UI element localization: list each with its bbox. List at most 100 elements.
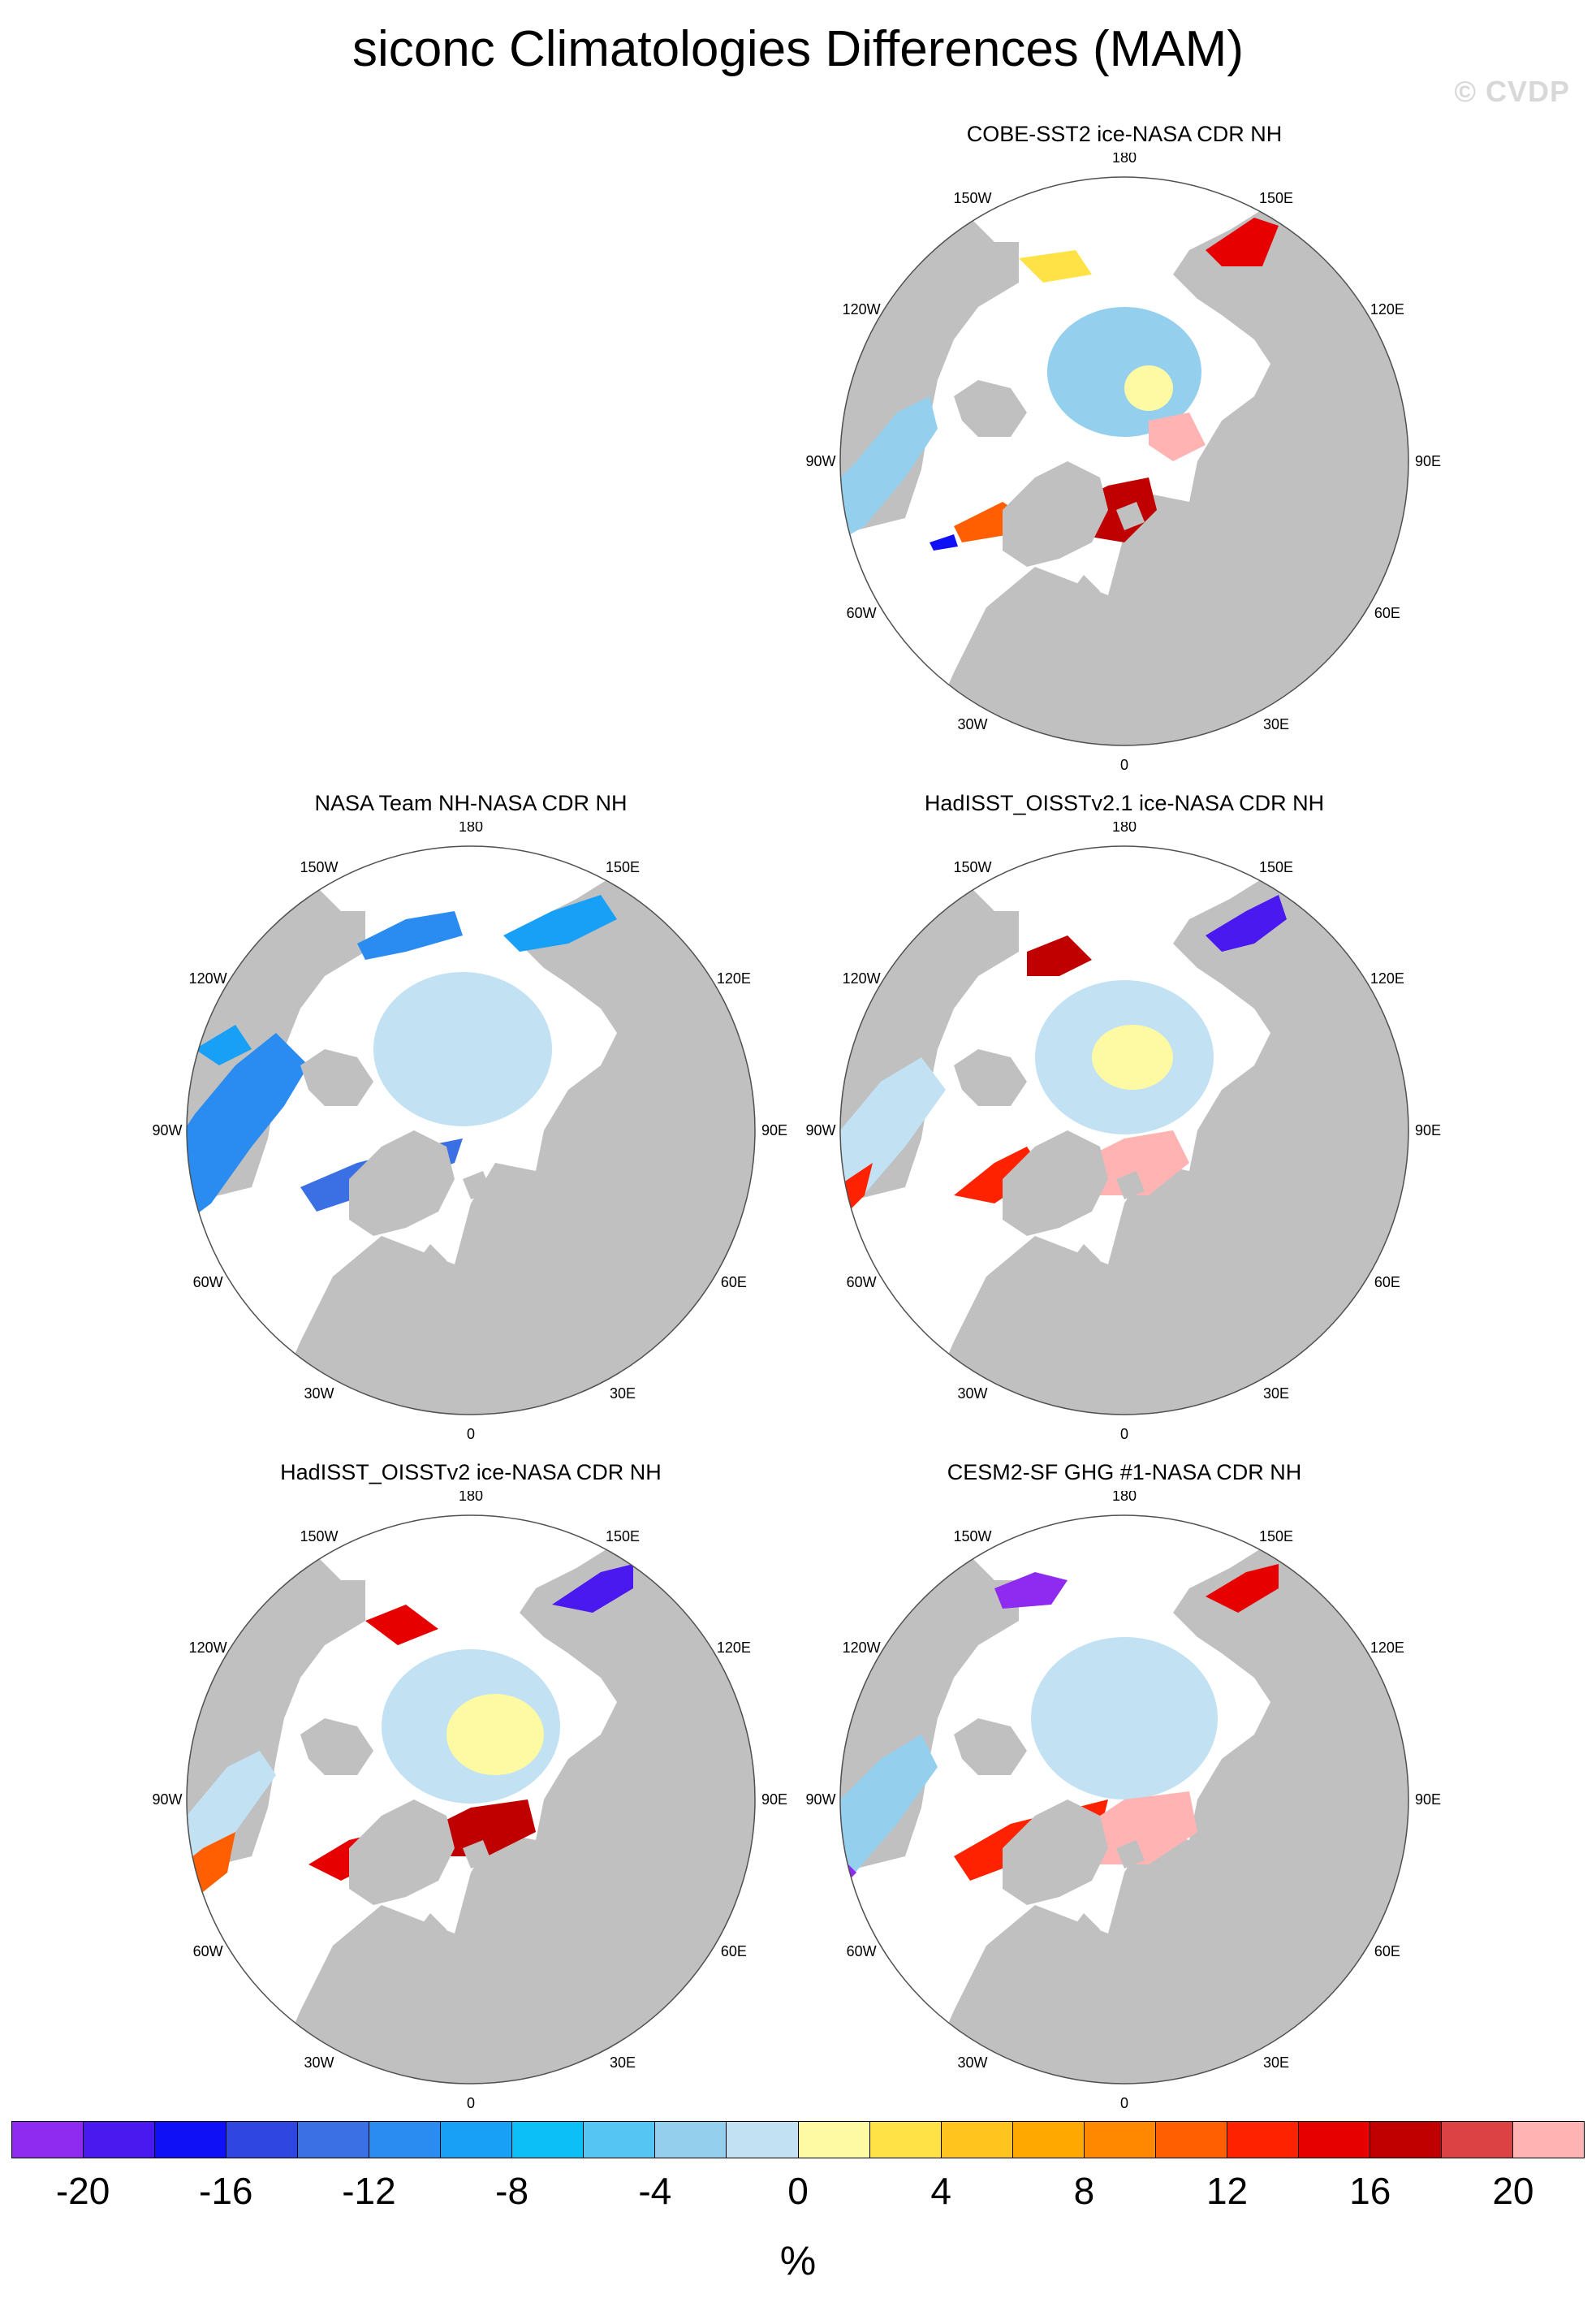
colorbar-swatch — [512, 2122, 584, 2158]
panel-title: HadISST_OISSTv2 ice-NASA CDR NH — [280, 1460, 662, 1484]
ice-anomaly — [840, 1735, 938, 1897]
panel-title: COBE-SST2 ice-NASA CDR NH — [966, 122, 1283, 146]
longitude-label: 150W — [300, 859, 338, 875]
ice-anomaly — [365, 1605, 438, 1645]
colorbar-swatch — [655, 2122, 727, 2158]
longitude-label: 120W — [189, 970, 227, 987]
longitude-label: 60W — [193, 1943, 223, 1959]
ice-anomaly — [994, 1572, 1068, 1609]
colorbar-swatch — [798, 2122, 870, 2158]
longitude-label: 30W — [957, 1385, 987, 1402]
map-panel-cobe: COBE-SST2 ice-NASA CDR NH 180 150E 120E 90E… — [767, 120, 1482, 770]
longitude-label: 0 — [1120, 1426, 1128, 1439]
ice-anomaly — [1206, 895, 1287, 952]
ice-anomaly — [1031, 1637, 1218, 1799]
longitude-label: 90W — [152, 1791, 182, 1808]
colorbar-swatch — [1512, 2122, 1585, 2158]
longitude-label: 120E — [717, 1640, 751, 1656]
land-scandinavia — [382, 1913, 446, 2027]
longitude-label: 90E — [761, 1122, 787, 1138]
ice-anomaly — [1019, 250, 1092, 283]
longitude-label: 30W — [957, 716, 987, 732]
colorbar-swatch — [1298, 2122, 1370, 2158]
longitude-label: 120E — [1370, 301, 1404, 318]
longitude-label: 150E — [1259, 1528, 1293, 1544]
land-greenland — [349, 1799, 455, 1905]
ice-anomaly — [840, 396, 938, 542]
land-greenland — [1003, 1799, 1108, 1905]
polar-map: 180 150E 120E 90E 60E 30E 0 30W 60W 90W 120W 150W — [152, 822, 787, 1439]
longitude-label: 150W — [300, 1528, 338, 1544]
colorbar-tick-label: -12 — [342, 2170, 396, 2212]
longitude-label: 30E — [1263, 716, 1289, 732]
longitude-label: 120W — [189, 1640, 227, 1656]
land-eurasia — [272, 1515, 755, 2084]
land-svalbard — [463, 1840, 491, 1868]
panel-title: NASA Team NH-NASA CDR NH — [314, 791, 628, 815]
land-eurasia — [925, 846, 1408, 1415]
colorbar-swatch — [369, 2122, 442, 2158]
map-panel-hadisst-v2: HadISST_OISSTv2 ice-NASA CDR NH 180 150E 1… — [114, 1458, 828, 2108]
ice-anomaly — [1149, 413, 1206, 461]
ice-anomaly — [1124, 365, 1173, 411]
colorbar-swatch — [84, 2122, 156, 2158]
longitude-label: 90W — [805, 453, 835, 469]
longitude-label: 0 — [467, 2095, 475, 2108]
copyright-watermark: © CVDP — [1454, 75, 1570, 108]
longitude-label: 30E — [610, 2054, 636, 2071]
land-eurasia — [272, 846, 755, 1415]
colorbar-swatch — [441, 2122, 513, 2158]
polar-map: 180 150E 120E 90E 60E 30E 0 30W 60W 90W 120W 150W — [805, 822, 1441, 1439]
longitude-label: 180 — [459, 1491, 483, 1504]
ice-anomaly — [1092, 1025, 1173, 1090]
longitude-label: 0 — [1120, 2095, 1128, 2108]
colorbar-tick-label: 0 — [787, 2170, 809, 2212]
longitude-label: 180 — [459, 822, 483, 835]
land-greenland — [349, 1130, 455, 1236]
land-arctic-archipelago — [954, 1718, 1027, 1775]
longitude-label: 120E — [1370, 970, 1404, 987]
map-boundary — [839, 1514, 1409, 2085]
longitude-label: 90W — [805, 1791, 835, 1808]
longitude-label: 150W — [953, 859, 991, 875]
longitude-label: 60W — [847, 605, 877, 621]
colorbar-units: % — [779, 2238, 817, 2283]
longitude-label: 60W — [847, 1943, 877, 1959]
map-boundary — [839, 845, 1409, 1415]
colorbar-tick-label: -4 — [638, 2170, 672, 2212]
colorbar-swatch — [155, 2122, 227, 2158]
longitude-label: 150W — [953, 1528, 991, 1544]
longitude-label: 60E — [721, 1274, 747, 1290]
ice-anomaly — [1206, 1564, 1279, 1613]
colorbar-tick-label: -8 — [495, 2170, 529, 2212]
colorbar-swatch — [12, 2122, 84, 2158]
ice-anomaly — [195, 1025, 252, 1065]
colorbar-swatch — [727, 2122, 799, 2158]
ice-anomaly — [187, 1832, 235, 1905]
longitude-label: 90E — [1415, 453, 1441, 469]
longitude-label: 180 — [1112, 1491, 1137, 1504]
longitude-label: 120W — [843, 301, 881, 318]
land-scandinavia — [1035, 1913, 1100, 2027]
longitude-label: 150E — [606, 1528, 640, 1544]
panel-title: CESM2-SF GHG #1-NASA CDR NH — [947, 1460, 1302, 1484]
land-scandinavia — [382, 1244, 446, 1358]
colorbar-tick-label: 4 — [930, 2170, 951, 2212]
ice-anomaly — [373, 972, 552, 1126]
colorbar-swatch — [1370, 2122, 1442, 2158]
map-boundary — [186, 1514, 756, 2085]
map-panel-nasateam: NASA Team NH-NASA CDR NH 180 150E 120E 90E 6… — [114, 789, 828, 1439]
longitude-label: 150E — [606, 859, 640, 875]
colorbar-swatch — [584, 2122, 656, 2158]
longitude-label: 180 — [1112, 153, 1137, 166]
longitude-label: 90W — [805, 1122, 835, 1138]
land-eurasia — [925, 177, 1408, 745]
longitude-label: 90E — [761, 1791, 787, 1808]
polar-map: 180 150E 120E 90E 60E 30E 0 30W 60W 90W 120W 150W — [152, 1491, 787, 2108]
ice-anomaly — [1206, 218, 1279, 266]
colorbar-swatch — [1084, 2122, 1156, 2158]
land-eurasia — [925, 1515, 1408, 2084]
panel-title: HadISST_OISSTv2.1 ice-NASA CDR NH — [924, 791, 1325, 815]
ice-anomaly — [930, 534, 958, 551]
ice-anomaly — [552, 1564, 633, 1613]
